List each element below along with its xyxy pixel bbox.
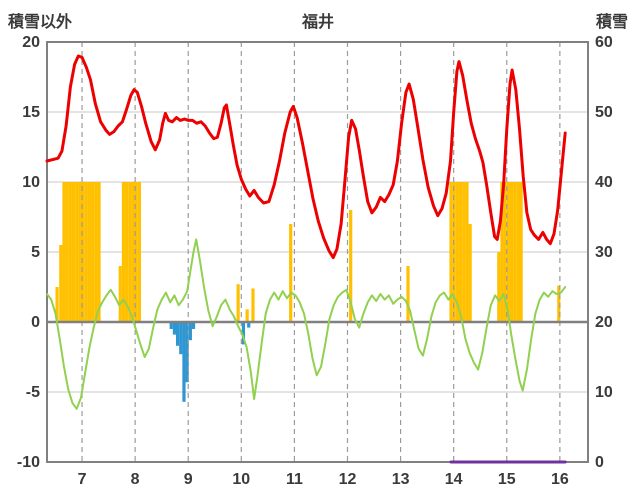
x-axis-tick-label: 14 — [445, 471, 463, 488]
orange-bars-bar — [513, 182, 517, 322]
x-axis-tick-label: 16 — [551, 471, 569, 488]
blue-bars-bar — [247, 322, 251, 328]
orange-bars-bar — [406, 266, 410, 322]
right-axis-tick-label: 40 — [595, 174, 613, 191]
orange-bars-bar — [71, 182, 76, 322]
left-axis-tick-label: 15 — [22, 104, 40, 121]
left-axis-tick-label: -10 — [17, 454, 40, 471]
left-axis-title: 積雪以外 — [8, 14, 73, 31]
left-axis-tick-label: 0 — [31, 314, 40, 331]
orange-bars-bar — [134, 182, 138, 322]
orange-bars-bar — [118, 266, 122, 322]
orange-bars-bar — [289, 224, 293, 322]
orange-bars-bar — [503, 182, 507, 322]
orange-bars-bar — [462, 182, 466, 322]
orange-bars-bar — [468, 224, 472, 322]
orange-bars-bar — [94, 182, 98, 322]
orange-bars-bar — [131, 182, 135, 322]
right-axis-title: 積雪 — [595, 14, 628, 31]
left-axis-tick-label: 5 — [31, 244, 40, 261]
blue-bars-bar — [176, 322, 180, 346]
chart-title: 福井 — [301, 14, 334, 31]
orange-bars-bar — [449, 182, 453, 322]
x-axis-tick-label: 11 — [286, 471, 303, 488]
x-axis-tick-label: 13 — [392, 471, 410, 488]
right-axis-tick-label: 50 — [595, 104, 613, 121]
orange-bars-bar — [557, 285, 561, 322]
orange-bars-bar — [65, 182, 69, 322]
left-axis-tick-label: 20 — [22, 34, 40, 51]
orange-bars-bar — [59, 245, 63, 322]
x-axis-tick-label: 12 — [339, 471, 357, 488]
orange-bars-bar — [87, 182, 92, 322]
orange-bars-bar — [121, 182, 126, 322]
green-line — [46, 238, 567, 410]
orange-bars-bar — [236, 284, 240, 322]
right-axis-tick-label: 20 — [595, 314, 613, 331]
orange-bars-bar — [81, 182, 85, 322]
orange-bars-bar — [516, 182, 520, 322]
orange-bars-bar — [125, 182, 129, 322]
blue-bars-bar — [191, 322, 196, 329]
orange-bars-bar — [128, 182, 132, 322]
orange-bars-bar — [455, 182, 459, 322]
orange-bars-bar — [78, 182, 82, 322]
blue-bars-bar — [188, 322, 192, 341]
left-axis-tick-label: 10 — [22, 174, 40, 191]
orange-bars-bar — [62, 182, 66, 322]
x-axis-tick-label: 7 — [78, 471, 87, 488]
plot-frame — [46, 41, 589, 463]
orange-bars-bar — [458, 182, 463, 322]
orange-bars-bar — [68, 182, 72, 322]
red-line — [45, 54, 567, 260]
right-axis-tick-label: 60 — [595, 34, 613, 51]
orange-bars-bar — [500, 182, 504, 322]
orange-bars-bar — [245, 309, 249, 322]
orange-bars-bar — [91, 182, 95, 322]
orange-bars-bar — [75, 182, 79, 322]
orange-bars-bar — [84, 182, 88, 322]
blue-bars-bar — [169, 322, 173, 329]
x-axis-tick-label: 8 — [131, 471, 140, 488]
orange-bars-bar — [497, 252, 501, 322]
left-axis-tick-label: -5 — [26, 384, 40, 401]
orange-bars-bar — [55, 287, 59, 322]
orange-bars-bar — [251, 288, 255, 322]
orange-bars-bar — [137, 182, 141, 322]
x-axis-tick-label: 15 — [498, 471, 516, 488]
blue-bars-bar — [182, 322, 186, 402]
blue-bars-bar — [179, 322, 183, 355]
blue-bars-bar — [185, 322, 189, 383]
right-axis-tick-label: 10 — [595, 384, 613, 401]
orange-bars-bar — [97, 182, 101, 322]
x-axis-tick-label: 9 — [184, 471, 193, 488]
blue-bars-bar — [172, 322, 177, 335]
blue-bars-bar — [241, 322, 246, 345]
orange-bars-bar — [509, 182, 514, 322]
right-axis-tick-label: 0 — [595, 454, 604, 471]
orange-bars-bar — [519, 182, 523, 322]
orange-bars-bar — [506, 182, 510, 322]
orange-bars-bar — [349, 210, 353, 322]
orange-bars-bar — [465, 182, 469, 322]
x-axis-tick-label: 10 — [232, 471, 250, 488]
right-axis-tick-label: 30 — [595, 244, 613, 261]
